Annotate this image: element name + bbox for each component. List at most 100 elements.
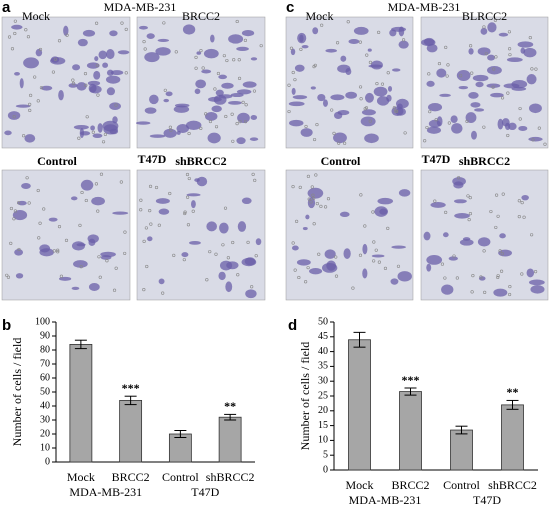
cell: [194, 88, 201, 95]
error-bar: [404, 387, 417, 396]
pore: [489, 209, 493, 214]
pore: [13, 19, 17, 23]
cell: [40, 85, 53, 91]
cell: [186, 193, 201, 197]
cell: [361, 109, 376, 116]
pore: [482, 249, 486, 253]
cell: [228, 100, 242, 105]
pore: [306, 266, 310, 270]
pore: [94, 182, 99, 186]
pore: [216, 71, 221, 76]
cell: [330, 94, 345, 101]
pore: [335, 41, 340, 45]
pore: [148, 209, 152, 213]
cell: [242, 81, 257, 88]
cell: [454, 199, 467, 204]
pore: [52, 249, 56, 253]
x-tick-label: shBRCC2: [206, 470, 255, 484]
cell: [389, 29, 397, 37]
group-label: MDA-MB-231: [69, 485, 142, 499]
pore: [53, 57, 58, 61]
cell: [456, 70, 471, 81]
pore: [142, 239, 146, 243]
pore: [496, 274, 500, 278]
cell: [289, 119, 304, 127]
y-tick-label: 30: [318, 375, 328, 386]
y-tick-label: 70: [40, 358, 50, 369]
group-label: MDA-MB-231: [388, 0, 461, 14]
pore: [533, 269, 538, 274]
cell: [511, 86, 527, 91]
pore: [455, 276, 459, 280]
pore: [226, 256, 230, 260]
cell: [176, 124, 190, 133]
cell: [487, 54, 496, 61]
pore: [84, 83, 88, 87]
pore: [496, 214, 500, 218]
pore: [358, 40, 362, 44]
pore: [13, 31, 17, 36]
y-tick-label: 50: [40, 386, 50, 397]
pore: [317, 252, 321, 256]
pore: [440, 262, 445, 266]
cell: [249, 137, 259, 141]
cell: [4, 130, 12, 136]
cell: [325, 48, 338, 53]
pore: [83, 72, 88, 76]
pore: [183, 211, 187, 216]
cell: [106, 48, 115, 60]
y-tick-label: 20: [40, 428, 50, 439]
pore: [312, 137, 317, 142]
pore: [467, 218, 471, 222]
cell: [91, 196, 105, 206]
pore: [194, 55, 198, 59]
pore: [9, 241, 13, 245]
cell: [109, 30, 118, 37]
cell: [58, 89, 64, 101]
cell: [241, 29, 255, 37]
cell: [110, 70, 124, 76]
image-label: BLRCC2: [462, 9, 507, 23]
pore: [298, 185, 302, 189]
pore: [358, 253, 363, 257]
cell: [215, 89, 224, 96]
pore: [484, 52, 488, 56]
pore: [223, 206, 228, 210]
pore: [334, 274, 339, 278]
cell: [441, 284, 454, 295]
cell: [477, 237, 491, 247]
cell: [508, 122, 517, 131]
pore: [423, 139, 427, 143]
error-bar: [353, 331, 366, 348]
pore: [201, 66, 205, 70]
pore: [520, 201, 524, 205]
pore: [95, 63, 99, 67]
pore: [36, 188, 40, 193]
cell: [87, 234, 99, 243]
cell: [365, 92, 374, 103]
pore: [517, 215, 521, 219]
pore: [447, 121, 451, 125]
pore: [21, 134, 26, 138]
cell: [98, 50, 107, 60]
pore: [9, 206, 14, 211]
pore: [56, 248, 60, 252]
pore: [427, 72, 431, 76]
y-tick-label: 90: [40, 330, 50, 341]
pore: [174, 50, 178, 54]
cell: [105, 75, 121, 84]
bar: [218, 416, 242, 463]
cell: [194, 178, 200, 182]
cell: [15, 104, 31, 108]
pore: [112, 288, 117, 292]
pore: [142, 39, 146, 44]
cell: [309, 268, 323, 275]
cell: [68, 83, 78, 88]
cell: [225, 281, 233, 293]
group-label: T47D: [138, 152, 167, 166]
x-tick-label: Mock: [346, 478, 374, 492]
pore: [162, 21, 166, 25]
pore: [224, 114, 228, 119]
cell: [188, 240, 201, 245]
pore: [149, 222, 153, 226]
